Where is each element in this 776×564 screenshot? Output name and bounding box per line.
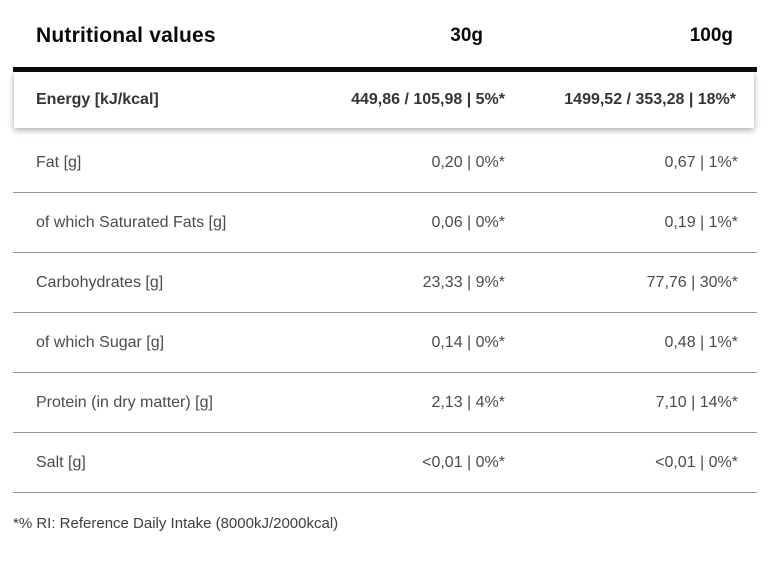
row-label: Carbohydrates [g] (36, 273, 164, 291)
row-value-100g: 7,10 | 14%* (655, 393, 738, 411)
table-row: Carbohydrates [g] 23,33 | 9%* 77,76 | 30… (13, 253, 757, 313)
table-row: Salt [g] <0,01 | 0%* <0,01 | 0%* (13, 433, 757, 493)
row-value-30g: 449,86 / 105,98 | 5%* (351, 91, 505, 108)
energy-row: Energy [kJ/kcal] 449,86 / 105,98 | 5%* 1… (14, 72, 754, 128)
reference-intake-footnote: *% RI: Reference Daily Intake (8000kJ/20… (13, 515, 339, 532)
row-value-30g: 2,13 | 4%* (431, 393, 505, 411)
table-body: Fat [g] 0,20 | 0%* 0,67 | 1%* of which S… (13, 133, 757, 493)
row-label: of which Saturated Fats [g] (36, 213, 227, 231)
header-divider-rule (13, 67, 757, 72)
row-value-30g: 0,14 | 0%* (431, 333, 505, 351)
table-row: of which Sugar [g] 0,14 | 0%* 0,48 | 1%* (13, 313, 757, 373)
row-value-100g: 0,19 | 1%* (664, 213, 738, 231)
column-header-30g: 30g (450, 25, 483, 46)
row-value-100g: 77,76 | 30%* (646, 273, 738, 291)
nutrition-facts-table: Nutritional values 30g 100g Energy [kJ/k… (0, 14, 776, 564)
table-row: Protein (in dry matter) [g] 2,13 | 4%* 7… (13, 373, 757, 433)
row-value-30g: <0,01 | 0%* (422, 453, 505, 471)
row-value-100g: 1499,52 / 353,28 | 18%* (564, 91, 736, 108)
column-header-100g: 100g (689, 25, 733, 46)
table-row: Fat [g] 0,20 | 0%* 0,67 | 1%* (13, 133, 757, 193)
table-title: Nutritional values (36, 24, 216, 47)
row-value-100g: 0,48 | 1%* (664, 333, 738, 351)
row-value-30g: 23,33 | 9%* (422, 273, 505, 291)
row-label: Fat [g] (36, 153, 82, 171)
row-label: Salt [g] (36, 453, 86, 471)
row-value-100g: 0,67 | 1%* (664, 153, 738, 171)
row-value-100g: <0,01 | 0%* (655, 453, 738, 471)
row-label: of which Sugar [g] (36, 333, 165, 351)
row-value-30g: 0,20 | 0%* (431, 153, 505, 171)
table-row: of which Saturated Fats [g] 0,06 | 0%* 0… (13, 193, 757, 253)
row-value-30g: 0,06 | 0%* (431, 213, 505, 231)
table-header-row: Nutritional values 30g 100g (13, 14, 757, 58)
row-label: Protein (in dry matter) [g] (36, 393, 213, 411)
row-label: Energy [kJ/kcal] (36, 91, 159, 108)
